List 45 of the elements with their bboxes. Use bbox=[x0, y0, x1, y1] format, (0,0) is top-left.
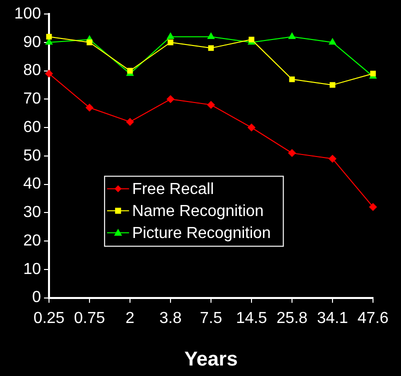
x-tick-label: 34.1 bbox=[316, 310, 348, 327]
y-tick-label: 60 bbox=[23, 118, 42, 136]
point bbox=[330, 82, 336, 88]
x-tick-label: 0.75 bbox=[74, 310, 106, 327]
x-tick-label: 7.5 bbox=[200, 310, 222, 327]
point bbox=[207, 32, 215, 39]
point bbox=[207, 100, 215, 109]
point bbox=[126, 118, 134, 126]
x-tick-label: 25.8 bbox=[276, 310, 308, 327]
x-tick-label: 0.25 bbox=[33, 310, 65, 327]
y-tick-label: 100 bbox=[14, 5, 42, 22]
point bbox=[166, 95, 174, 104]
y-tick-label: 0 bbox=[32, 289, 42, 306]
y-tick-label: 50 bbox=[23, 147, 42, 164]
point bbox=[166, 32, 174, 39]
point bbox=[328, 154, 336, 163]
y-tick-label: 20 bbox=[23, 232, 42, 250]
y-tick-label: 40 bbox=[23, 176, 42, 193]
legend-label: Free Recall bbox=[132, 181, 214, 198]
point bbox=[208, 45, 214, 51]
x-tick-label: 47.6 bbox=[357, 310, 389, 327]
point bbox=[248, 36, 254, 42]
y-tick-label: 10 bbox=[23, 260, 42, 278]
point bbox=[248, 124, 256, 132]
y-tick-label: 70 bbox=[23, 90, 42, 108]
point bbox=[168, 40, 174, 46]
x-axis-title: Years bbox=[184, 348, 238, 371]
point bbox=[289, 76, 295, 82]
point bbox=[288, 32, 296, 39]
point bbox=[370, 70, 376, 76]
point bbox=[86, 40, 92, 46]
point bbox=[328, 38, 336, 45]
y-tick-label: 90 bbox=[23, 34, 42, 51]
point bbox=[369, 202, 377, 211]
point bbox=[86, 104, 94, 112]
point bbox=[45, 70, 53, 78]
y-tick-label: 80 bbox=[23, 62, 42, 80]
x-tick-label: 3.8 bbox=[159, 310, 182, 327]
y-tick-label: 30 bbox=[23, 204, 42, 222]
point bbox=[288, 149, 296, 158]
x-tick-label: 2 bbox=[126, 310, 135, 327]
legend-label: Picture Recognition bbox=[132, 225, 271, 242]
legend-label: Name Recognition bbox=[132, 203, 264, 220]
point bbox=[46, 34, 52, 40]
x-tick-label: 14.5 bbox=[236, 310, 268, 327]
